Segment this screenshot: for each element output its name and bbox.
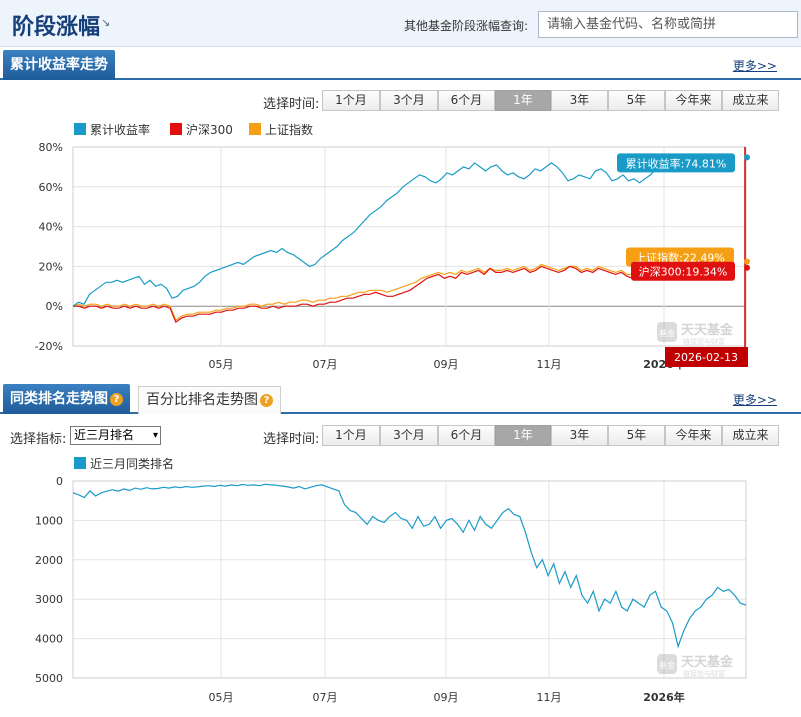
fund-tooltip-box	[617, 153, 735, 173]
watermark-text: 天天基金	[681, 654, 734, 670]
time-option-6m[interactable]: 6个月	[438, 90, 495, 111]
legend-fund: 累计收益率	[90, 122, 150, 137]
y-tick-label: 5000	[35, 672, 63, 685]
y-tick-label: 3000	[35, 593, 63, 606]
time-select-label: 选择时间:	[263, 432, 320, 447]
tab-percent-rank-trend[interactable]: 百分比排名走势图?	[138, 386, 281, 414]
y-tick-label: 0	[56, 475, 63, 488]
y-tick-label: 20%	[39, 260, 63, 273]
time-select-label: 选择时间:	[263, 97, 320, 112]
rank-time-option-3m[interactable]: 3个月	[380, 425, 438, 446]
rank-time-option-1m[interactable]: 1个月	[322, 425, 380, 446]
x-tick-label: 07月	[313, 691, 338, 704]
rank-line	[72, 483, 747, 649]
fund-end-marker	[744, 154, 750, 161]
fund-search-input[interactable]: 请输入基金代码、名称或简拼	[538, 11, 798, 38]
x-tick-label: 11月	[537, 691, 562, 704]
x-tick-label: 05月	[209, 358, 234, 371]
chevron-down-icon: ▾	[152, 430, 158, 441]
section-cumulative-return: 累计收益率走势 更多>>	[0, 50, 801, 80]
x-tick-label: 09月	[434, 691, 459, 704]
fund-return-line	[72, 157, 668, 307]
time-selector: 选择时间: 1个月 3个月 6个月 1年 3年 5年 今年来 成立来	[0, 90, 801, 112]
legend-swatch-sse	[249, 123, 261, 135]
watermark-badge-text: 基金	[659, 660, 675, 670]
plot-border	[72, 480, 747, 679]
crosshair-date-box	[665, 347, 748, 367]
y-tick-label: 60%	[39, 181, 63, 194]
csi300-tooltip: 沪深300:19.34%	[639, 265, 728, 279]
indicator-value: 近三月排名	[74, 428, 135, 442]
y-tick-label: 2000	[35, 554, 63, 567]
legend-rank: 近三月同类排名	[90, 456, 174, 471]
more-link[interactable]: 更多>>	[732, 59, 777, 73]
watermark-sub: 链接您与财富	[683, 669, 725, 678]
rank-trend-chart[interactable]: 近三月同类排名 0 1000 2000 3000 4000 5000 05月 07月 09月 11…	[0, 448, 801, 717]
sse-tooltip: 上证指数:22.49%	[635, 250, 725, 264]
page-title: 阶段涨幅	[12, 15, 101, 40]
rank-time-option-6m[interactable]: 6个月	[438, 425, 495, 446]
plot-border	[72, 146, 747, 347]
time-option-3y[interactable]: 3年	[551, 90, 608, 111]
watermark-badge-text: 基金	[659, 328, 675, 338]
x-tick-label: 11月	[537, 358, 562, 371]
y-tick-label: 80%	[39, 141, 63, 154]
crosshair-date: 2026-02-13	[674, 351, 738, 364]
watermark-sub: 链接您与财富	[683, 337, 725, 346]
tab-rank-trend[interactable]: 同类排名走势图?	[3, 384, 130, 414]
tab-percent-rank-label: 百分比排名走势图	[146, 392, 258, 408]
question-icon[interactable]: ?	[110, 393, 123, 406]
csi300-end-marker	[744, 264, 750, 271]
section-rank: 同类排名走势图? 百分比排名走势图? 更多>>	[0, 384, 801, 414]
sse-end-marker	[744, 258, 750, 265]
y-tick-label: 1000	[35, 514, 63, 527]
legend-csi300: 沪深300	[186, 123, 233, 137]
fund-tooltip: 累计收益率:74.81%	[626, 156, 727, 170]
rank-time-option-1y[interactable]: 1年	[495, 425, 551, 446]
time-option-3m[interactable]: 3个月	[380, 90, 438, 111]
cumulative-return-chart[interactable]: 累计收益率 沪深300 上证指数 80% 60% 40% 20% 0% -20% 05月 07…	[0, 114, 801, 376]
x-tick-label: 07月	[313, 358, 338, 371]
time-option-5y[interactable]: 5年	[608, 90, 665, 111]
page-header: 阶段涨幅 ↘ 其他基金阶段涨幅查询: 请输入基金代码、名称或简拼	[0, 0, 801, 47]
tab-cumulative-return[interactable]: 累计收益率走势	[3, 50, 115, 80]
time-option-1y[interactable]: 1年	[495, 90, 551, 111]
rank-selector: 选择指标: 近三月排名 ▾ 选择时间: 1个月 3个月 6个月 1年 3年 5年 …	[0, 425, 801, 447]
csi300-tooltip-box	[631, 261, 735, 281]
sort-arrow-icon[interactable]: ↘	[101, 16, 111, 29]
sse-tooltip-box	[626, 247, 734, 267]
indicator-label: 选择指标:	[10, 432, 67, 447]
y-tick-label: 4000	[35, 633, 63, 646]
rank-time-option-5y[interactable]: 5年	[608, 425, 665, 446]
more-link[interactable]: 更多>>	[732, 393, 777, 407]
y-tick-label: -20%	[35, 340, 63, 353]
legend-swatch-rank	[74, 457, 86, 469]
indicator-select[interactable]: 近三月排名 ▾	[70, 426, 161, 445]
question-icon[interactable]: ?	[260, 394, 273, 407]
x-tick-label: 09月	[434, 358, 459, 371]
time-option-ytd[interactable]: 今年来	[665, 90, 722, 111]
legend-swatch-csi300	[170, 123, 182, 135]
rank-time-option-ytd[interactable]: 今年来	[665, 425, 722, 446]
rank-time-option-since-inception[interactable]: 成立来	[722, 425, 779, 446]
x-tick-label: 05月	[209, 691, 234, 704]
watermark-badge	[657, 654, 677, 674]
tab-rank-trend-label: 同类排名走势图	[10, 391, 108, 407]
time-option-1m[interactable]: 1个月	[322, 90, 380, 111]
legend-sse: 上证指数	[265, 122, 313, 137]
watermark-text: 天天基金	[681, 322, 734, 338]
time-option-since-inception[interactable]: 成立来	[722, 90, 779, 111]
query-label: 其他基金阶段涨幅查询:	[404, 19, 529, 33]
y-tick-label: 0%	[46, 300, 63, 313]
y-tick-label: 40%	[39, 221, 63, 234]
csi300-line	[73, 265, 668, 324]
watermark-badge	[657, 322, 677, 342]
x-tick-label: 2026年	[643, 690, 685, 704]
rank-time-option-3y[interactable]: 3年	[551, 425, 608, 446]
legend-swatch-fund	[74, 123, 86, 135]
